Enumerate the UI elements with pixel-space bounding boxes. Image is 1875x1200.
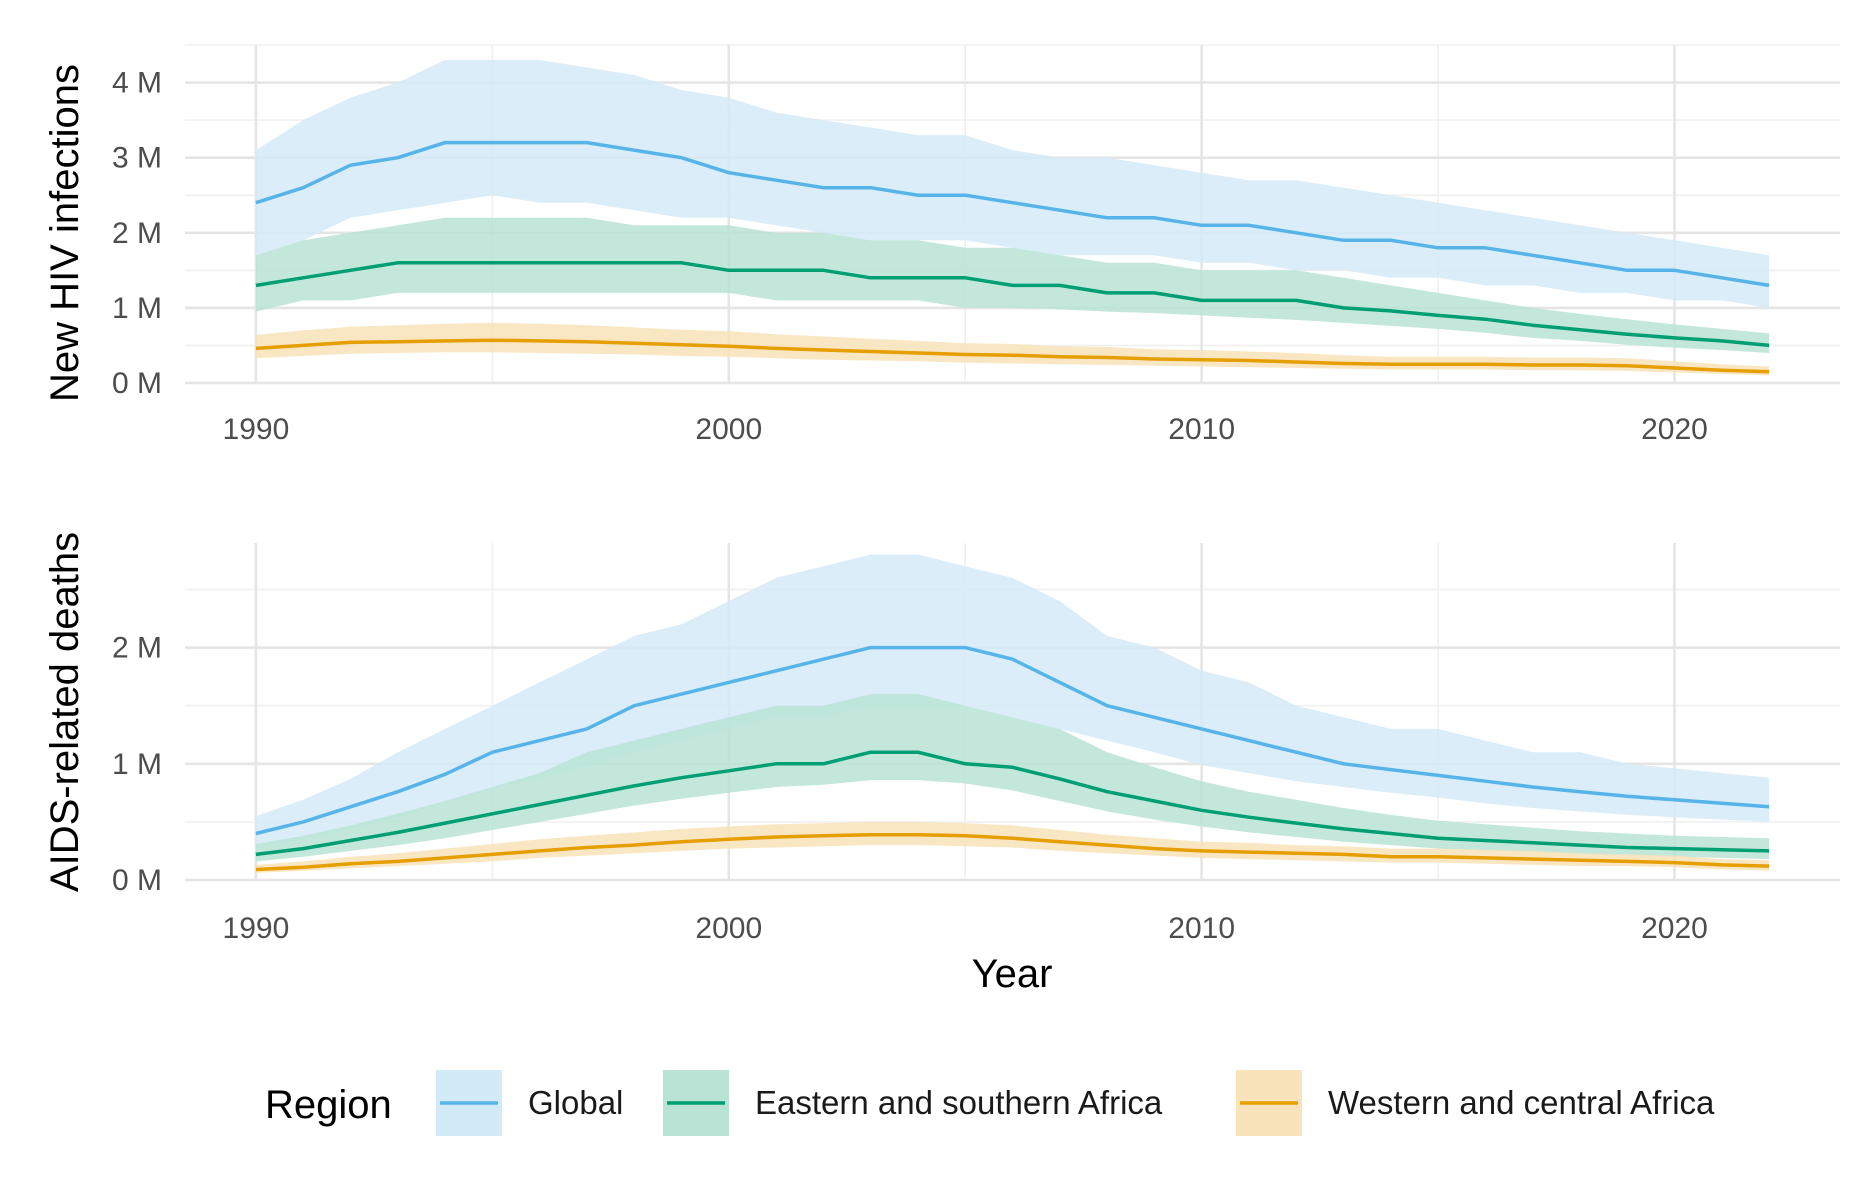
line-eastern-and-southern-africa	[255, 750, 1770, 857]
y-axis-title-infections: New HIV infections	[43, 64, 87, 402]
y-tick-label: 4 M	[112, 67, 162, 100]
x-tick-label: 2020	[1641, 413, 1708, 446]
legend-label-western-central-africa: Western and central Africa	[1328, 1084, 1715, 1121]
line-global	[255, 645, 1770, 836]
x-tick-label: 2000	[695, 413, 762, 446]
x-tick-label: 2010	[1168, 912, 1235, 945]
y-tick-label: 2 M	[112, 632, 162, 665]
y-axis-title-deaths: AIDS-related deaths	[43, 532, 87, 892]
band-western-and-central-africa	[255, 322, 1770, 376]
legend-item-western-central-africa: Western and central Africa	[1236, 1070, 1715, 1136]
y-tick-label: 0 M	[112, 367, 162, 400]
line-global	[255, 140, 1770, 288]
panel-new-infections: 0 M 1 M 2 M 3 M 4 M 1990 2000 2010 2020 New HIV…	[43, 44, 1840, 446]
band-global	[255, 554, 1770, 848]
legend-item-eastern-southern-africa: Eastern and southern Africa	[663, 1070, 1163, 1136]
panel-aids-deaths: 0 M 1 M 2 M 1990 2000 2010 2020 AIDS-related …	[43, 532, 1840, 945]
y-tick-label: 2 M	[112, 217, 162, 250]
x-tick-label: 2010	[1168, 413, 1235, 446]
x-tick-label: 1990	[223, 413, 290, 446]
y-tick-label: 0 M	[112, 864, 162, 897]
band-eastern-and-southern-africa	[255, 694, 1770, 862]
x-axis-title: Year	[972, 952, 1053, 996]
y-tick-label: 1 M	[112, 748, 162, 781]
legend: Region Global Eastern and southern Afric…	[265, 1070, 1715, 1136]
x-tick-label: 2020	[1641, 912, 1708, 945]
legend-item-global: Global	[436, 1070, 623, 1136]
y-tick-label: 1 M	[112, 292, 162, 325]
x-tick-label: 1990	[223, 912, 290, 945]
legend-label-global: Global	[528, 1084, 623, 1121]
band-global	[255, 60, 1770, 308]
line-western-and-central-africa	[255, 338, 1770, 374]
legend-label-eastern-southern-africa: Eastern and southern Africa	[755, 1084, 1163, 1121]
band-western-and-central-africa	[255, 821, 1770, 873]
legend-title: Region	[265, 1083, 392, 1127]
line-western-and-central-africa	[255, 832, 1770, 872]
line-eastern-and-southern-africa	[255, 261, 1770, 348]
y-tick-label: 3 M	[112, 142, 162, 175]
x-tick-label: 2000	[695, 912, 762, 945]
